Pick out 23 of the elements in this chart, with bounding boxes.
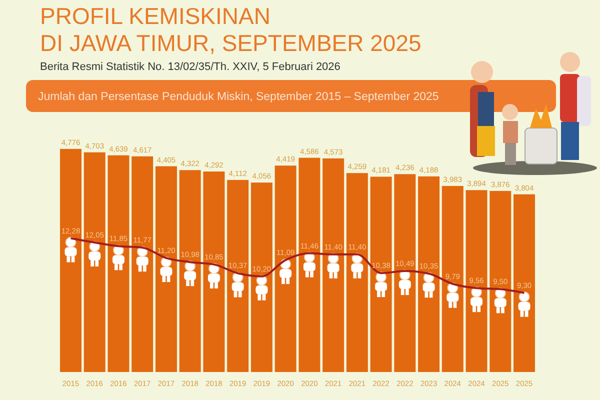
bar <box>84 152 106 372</box>
bar <box>370 176 392 372</box>
bar <box>346 173 368 372</box>
bar <box>490 190 512 372</box>
bar <box>155 166 177 372</box>
bar <box>132 156 154 372</box>
text: Jumlah dan Persentase Penduduk Miskin, September 2015 – September 2025 <box>38 91 439 103</box>
chart-title: PROFIL KEMISKINAN DI JAWA TIMUR, SEPTEMBER 2025 <box>40 3 422 56</box>
bar <box>274 166 296 372</box>
bar <box>442 186 464 372</box>
bar <box>60 148 82 372</box>
bar <box>514 194 535 372</box>
bar <box>322 158 344 372</box>
bar <box>203 172 225 372</box>
bar <box>227 180 249 372</box>
bar <box>394 174 416 372</box>
bar <box>179 170 201 372</box>
bar <box>298 158 320 372</box>
bar <box>418 176 440 372</box>
bar <box>108 155 130 372</box>
bar <box>250 182 272 372</box>
chart-subtitle: Berita Resmi Statistik No. 13/02/35/Th. XXIV, 5 Februari 2026 <box>40 61 340 73</box>
bar <box>466 190 488 372</box>
